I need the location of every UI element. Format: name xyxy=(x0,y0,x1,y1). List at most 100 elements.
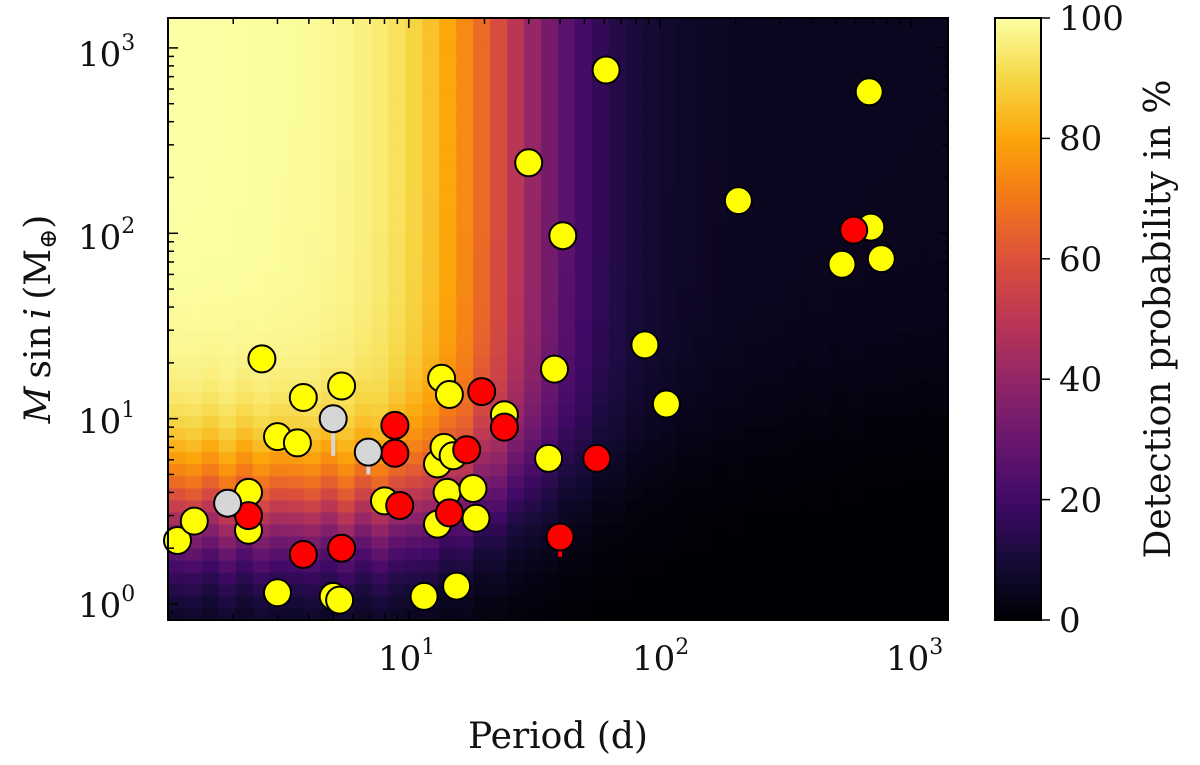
heatmap-cell xyxy=(541,475,559,489)
heatmap-cell xyxy=(473,583,491,597)
heatmap-cell xyxy=(201,463,220,477)
heatmap-cell xyxy=(931,331,949,344)
heatmap-cell xyxy=(897,391,915,405)
heatmap-cell xyxy=(795,222,814,236)
heatmap-cell xyxy=(897,583,915,597)
heatmap-cell xyxy=(235,210,254,224)
heatmap-cell xyxy=(931,126,949,140)
heatmap-cell xyxy=(456,319,475,332)
heatmap-cell xyxy=(473,343,491,356)
heatmap-cell xyxy=(676,439,695,453)
heatmap-cell xyxy=(201,198,220,212)
heatmap-cell xyxy=(727,499,746,513)
heatmap-cell xyxy=(914,54,932,67)
heatmap-cell xyxy=(591,595,610,609)
heatmap-cell xyxy=(405,210,424,224)
heatmap-cell xyxy=(541,18,559,31)
heatmap-cell xyxy=(269,379,288,393)
heatmap-cell xyxy=(727,331,746,344)
heatmap-cell xyxy=(473,102,491,116)
heatmap-cell xyxy=(168,607,186,621)
heatmap-cell xyxy=(337,66,356,79)
heatmap-cell xyxy=(931,355,949,368)
heatmap-cell xyxy=(168,559,186,573)
heatmap-cell xyxy=(863,174,881,188)
yellow-planets-point-6 xyxy=(263,578,292,608)
heatmap-cell xyxy=(184,18,203,31)
heatmap-cell xyxy=(778,234,797,248)
heatmap-cell xyxy=(778,367,797,380)
heatmap-cell xyxy=(778,355,797,368)
heatmap-cell xyxy=(659,294,678,308)
heatmap-cell xyxy=(354,78,373,92)
ytick-label-1: 101 xyxy=(78,398,135,442)
heatmap-cell xyxy=(676,319,695,332)
heatmap-cell xyxy=(541,282,559,296)
heatmap-cell xyxy=(574,319,593,332)
heatmap-cell xyxy=(168,222,186,236)
heatmap-cell xyxy=(354,391,373,405)
heatmap-cell xyxy=(693,403,712,417)
heatmap-cell xyxy=(303,294,322,308)
heatmap-cell xyxy=(201,535,220,549)
heatmap-cell xyxy=(320,511,339,525)
heatmap-cell xyxy=(574,475,593,489)
red-planets-point-8 xyxy=(467,377,497,407)
heatmap-cell xyxy=(744,463,763,477)
heatmap-cell xyxy=(897,234,915,248)
heatmap-cell xyxy=(591,331,610,344)
heatmap-cell xyxy=(931,210,949,224)
yellow-planets-point-8 xyxy=(288,383,318,412)
heatmap-cell xyxy=(541,54,559,67)
heatmap-cell xyxy=(829,78,848,92)
heatmap-cell xyxy=(354,246,373,260)
heatmap-cell xyxy=(201,571,220,585)
heatmap-cell xyxy=(201,150,220,164)
heatmap-cell xyxy=(591,246,610,260)
heatmap-cell xyxy=(744,78,763,92)
heatmap-cell xyxy=(829,162,848,176)
heatmap-cell xyxy=(846,523,865,537)
heatmap-cell xyxy=(218,270,237,284)
heatmap-cell xyxy=(524,234,542,248)
heatmap-cell xyxy=(558,78,576,92)
heatmap-cell xyxy=(591,210,610,224)
heatmap-cell xyxy=(303,331,322,344)
heatmap-cell xyxy=(252,186,271,200)
heatmap-cell xyxy=(693,258,712,272)
heatmap-cell xyxy=(286,174,305,188)
heatmap-cell xyxy=(439,102,458,116)
heatmap-cell xyxy=(625,367,644,380)
heatmap-cell xyxy=(846,331,865,344)
yellow-planets-point-19 xyxy=(434,380,464,409)
heatmap-cell xyxy=(829,499,848,513)
heatmap-cell xyxy=(812,343,831,356)
heatmap-cell xyxy=(642,571,661,585)
heatmap-cell xyxy=(490,571,508,585)
heatmap-cell xyxy=(456,294,475,308)
heatmap-cell xyxy=(625,282,644,296)
heatmap-cell xyxy=(659,535,678,549)
heatmap-cell xyxy=(168,379,186,393)
heatmap-cell xyxy=(558,306,576,320)
heatmap-cell xyxy=(863,439,881,453)
heatmap-cell xyxy=(574,583,593,597)
heatmap-cell xyxy=(235,559,254,573)
heatmap-cell xyxy=(693,331,712,344)
heatmap-cell xyxy=(608,294,627,308)
heatmap-cell xyxy=(914,487,932,501)
heatmap-cell xyxy=(625,102,644,116)
heatmap-cell xyxy=(286,186,305,200)
heatmap-cell xyxy=(931,583,949,597)
heatmap-cell xyxy=(235,78,254,92)
heatmap-cell xyxy=(574,282,593,296)
heatmap-cell xyxy=(252,547,271,561)
heatmap-cell xyxy=(184,162,203,176)
heatmap-cell xyxy=(507,306,525,320)
heatmap-cell xyxy=(744,30,763,43)
heatmap-cell xyxy=(846,66,865,79)
heatmap-cell xyxy=(710,18,729,31)
heatmap-cell xyxy=(880,583,898,597)
heatmap-cell xyxy=(388,475,407,489)
heatmap-cell xyxy=(931,343,949,356)
